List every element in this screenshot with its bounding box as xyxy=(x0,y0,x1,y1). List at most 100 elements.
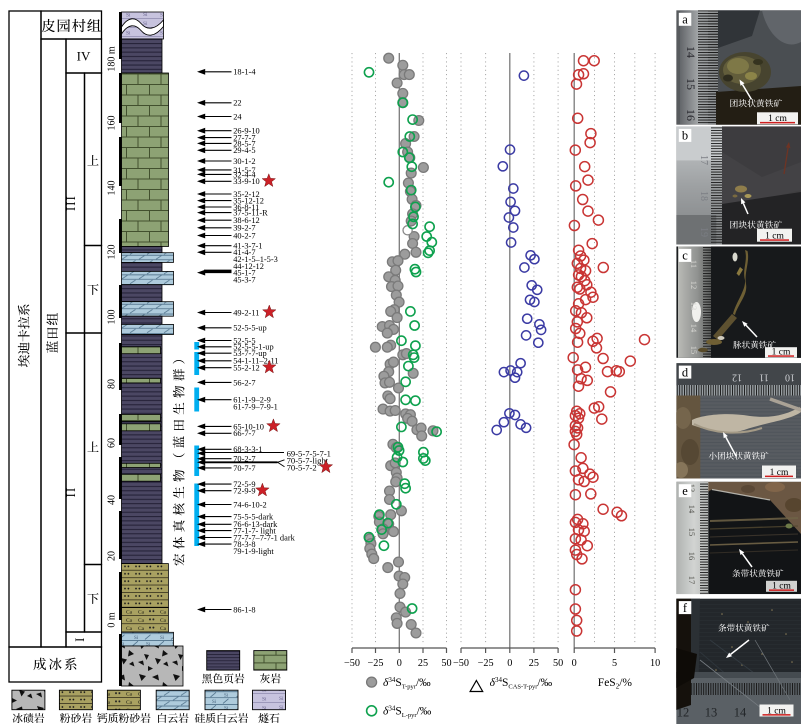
svg-text:49-2-11: 49-2-11 xyxy=(233,308,259,317)
svg-text:38-6-12: 38-6-12 xyxy=(233,216,260,225)
svg-text:120: 120 xyxy=(107,245,118,260)
svg-text:42-1-5–1-5-3: 42-1-5–1-5-3 xyxy=(233,255,278,264)
svg-text:b: b xyxy=(682,129,688,143)
svg-text:14: 14 xyxy=(734,706,747,720)
svg-text:26-9-10: 26-9-10 xyxy=(233,127,260,136)
svg-text:14: 14 xyxy=(689,324,699,333)
svg-text:11: 11 xyxy=(759,372,769,383)
svg-text:14: 14 xyxy=(687,505,697,514)
svg-text:70-5-7-light: 70-5-7-light xyxy=(287,455,329,465)
svg-text:30-1-2: 30-1-2 xyxy=(233,157,255,166)
svg-text:δ34ST-pyr/‰: δ34ST-pyr/‰ xyxy=(383,676,431,691)
svg-text:1 cm: 1 cm xyxy=(765,232,784,242)
svg-text:1 cm: 1 cm xyxy=(768,114,787,124)
svg-text:60: 60 xyxy=(107,438,118,448)
svg-text:e: e xyxy=(682,484,688,498)
svg-text:−25: −25 xyxy=(478,658,494,669)
svg-text:18-1-4: 18-1-4 xyxy=(233,68,256,77)
svg-text:−25: −25 xyxy=(368,658,384,669)
svg-text:28-5-7: 28-5-7 xyxy=(233,139,255,148)
svg-text:52-5-5-up: 52-5-5-up xyxy=(233,324,267,333)
svg-text:70-2-7: 70-2-7 xyxy=(233,455,255,464)
svg-text:37-5-11-R: 37-5-11-R xyxy=(233,209,268,218)
svg-text:−50: −50 xyxy=(344,658,360,669)
svg-text:79-1-9-light: 79-1-9-light xyxy=(233,547,274,556)
svg-text:c: c xyxy=(682,249,688,263)
svg-text:40: 40 xyxy=(107,495,118,505)
svg-text:11: 11 xyxy=(689,260,699,268)
svg-text:10: 10 xyxy=(650,658,660,669)
svg-text:50: 50 xyxy=(441,658,451,669)
svg-text:1 cm: 1 cm xyxy=(767,706,786,716)
svg-text:35-2-12: 35-2-12 xyxy=(233,190,260,199)
svg-text:29-4-5: 29-4-5 xyxy=(233,146,255,155)
svg-text:36-8-11: 36-8-11 xyxy=(233,203,259,212)
svg-text:15: 15 xyxy=(689,346,699,355)
svg-text:53-7-7-up: 53-7-7-up xyxy=(233,349,267,358)
svg-text:72-5-9: 72-5-9 xyxy=(233,480,255,489)
svg-text:III: III xyxy=(64,195,78,211)
svg-text:10: 10 xyxy=(785,372,795,383)
svg-text:44-12-12: 44-12-12 xyxy=(233,262,264,271)
svg-text:5: 5 xyxy=(612,658,617,669)
svg-text:54-1-11–2-11: 54-1-11–2-11 xyxy=(233,357,278,366)
svg-text:0: 0 xyxy=(397,658,402,669)
svg-text:35-12-12: 35-12-12 xyxy=(233,197,264,206)
svg-text:f: f xyxy=(683,601,688,615)
svg-text:41-4-7: 41-4-7 xyxy=(233,248,255,257)
svg-text:12: 12 xyxy=(689,281,699,290)
svg-text:52-5-5-1-up: 52-5-5-1-up xyxy=(233,343,273,352)
svg-text:39-2-7: 39-2-7 xyxy=(233,224,255,233)
svg-text:15: 15 xyxy=(687,528,697,537)
svg-text:86-1-8: 86-1-8 xyxy=(233,605,255,614)
svg-text:69-5-7-5-7-1: 69-5-7-5-7-1 xyxy=(287,449,331,459)
svg-text:76-6-13-dark: 76-6-13-dark xyxy=(233,520,278,529)
svg-text:45-1-7: 45-1-7 xyxy=(233,269,255,278)
svg-text:180 m: 180 m xyxy=(107,46,118,72)
svg-text:−50: −50 xyxy=(453,658,469,669)
svg-text:55-2-12: 55-2-12 xyxy=(233,364,260,373)
svg-text:52-5-5: 52-5-5 xyxy=(233,336,255,345)
svg-text:25: 25 xyxy=(418,658,428,669)
svg-text:66-7-7: 66-7-7 xyxy=(233,429,255,438)
svg-text:1 cm: 1 cm xyxy=(772,582,791,592)
svg-text:δ34SL-pyr/‰: δ34SL-pyr/‰ xyxy=(383,705,432,720)
svg-text:45-3-7: 45-3-7 xyxy=(233,275,255,284)
svg-text:13: 13 xyxy=(689,302,699,311)
svg-text:80: 80 xyxy=(107,379,118,389)
svg-text:22: 22 xyxy=(233,99,241,108)
svg-text:17: 17 xyxy=(698,155,709,165)
svg-text:70-5-7-2: 70-5-7-2 xyxy=(287,463,317,473)
svg-text:77-7-7–7-7-1 dark: 77-7-7–7-7-1 dark xyxy=(233,533,295,542)
svg-text:25: 25 xyxy=(529,658,539,669)
svg-text:32-4-4: 32-4-4 xyxy=(233,170,256,179)
svg-text:56-2-7: 56-2-7 xyxy=(233,378,255,387)
svg-text:77-1-7- light: 77-1-7- light xyxy=(233,527,276,536)
svg-text:74-6-10-2: 74-6-10-2 xyxy=(233,500,267,509)
svg-text:17: 17 xyxy=(687,576,697,585)
svg-text:14: 14 xyxy=(684,46,698,58)
svg-text:140: 140 xyxy=(107,181,118,196)
svg-text:16: 16 xyxy=(687,552,697,561)
svg-text:16: 16 xyxy=(684,109,698,121)
svg-text:160: 160 xyxy=(107,116,118,131)
svg-text:13: 13 xyxy=(687,484,697,493)
svg-text:18: 18 xyxy=(698,191,709,201)
svg-text:I: I xyxy=(73,638,87,642)
svg-text:75-5-5-dark: 75-5-5-dark xyxy=(233,513,274,522)
svg-text:33-9-10: 33-9-10 xyxy=(233,177,260,186)
svg-text:15: 15 xyxy=(684,78,698,90)
svg-text:20: 20 xyxy=(107,551,118,561)
svg-text:41-3-7-1: 41-3-7-1 xyxy=(233,242,262,251)
svg-text:61-1-9–2-9: 61-1-9–2-9 xyxy=(233,396,271,405)
svg-text:72-9-9: 72-9-9 xyxy=(233,487,255,496)
svg-text:0: 0 xyxy=(507,658,512,669)
svg-text:0: 0 xyxy=(572,658,577,669)
svg-text:24: 24 xyxy=(233,112,242,121)
svg-text:100: 100 xyxy=(107,310,118,325)
svg-text:a: a xyxy=(682,13,688,27)
svg-text:FeS2/%: FeS2/% xyxy=(598,677,633,691)
svg-text:0 m: 0 m xyxy=(107,612,118,628)
svg-text:78-3-8: 78-3-8 xyxy=(233,540,255,549)
svg-text:68-3-3-1: 68-3-3-1 xyxy=(233,445,262,454)
